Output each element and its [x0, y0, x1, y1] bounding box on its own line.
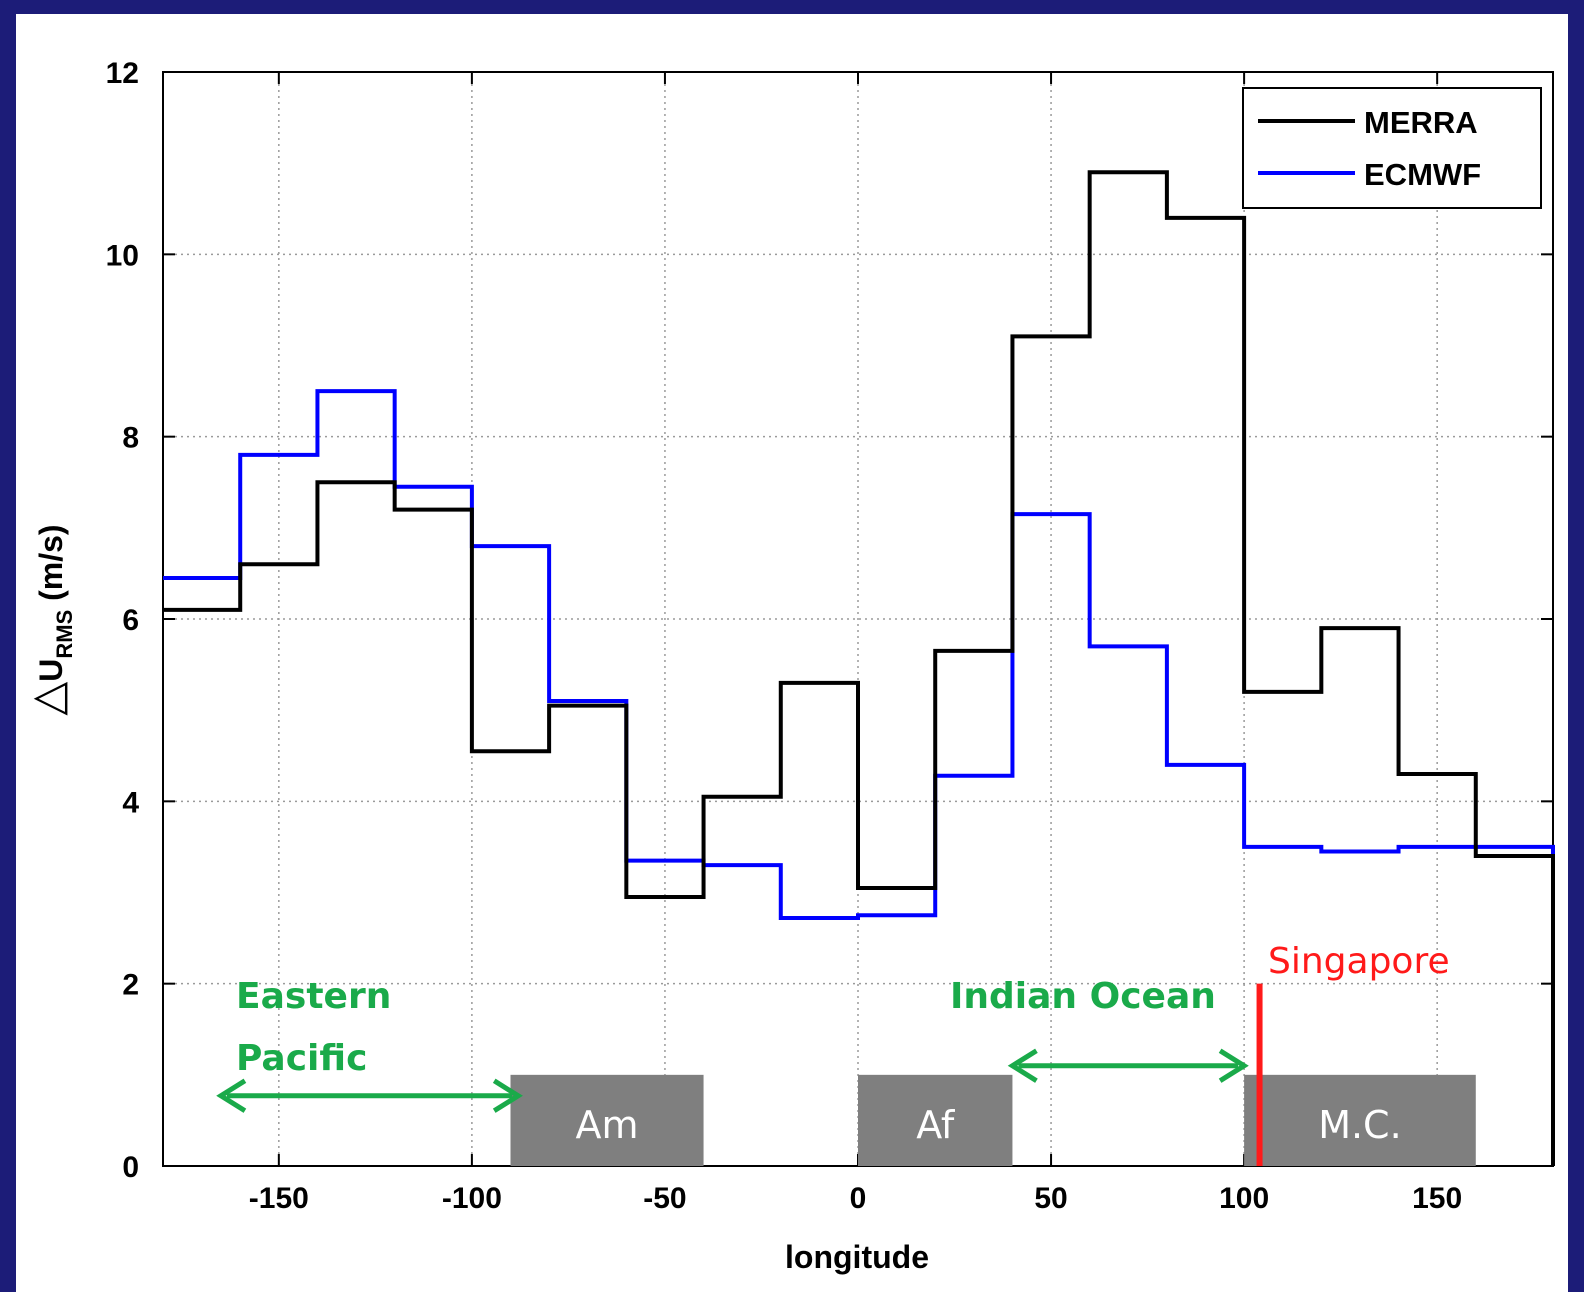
legend: MERRA ECMWF [1242, 87, 1542, 209]
y-tick-label: 6 [122, 604, 139, 637]
y-tick-label: 0 [122, 1151, 139, 1184]
y-tick-label: 12 [106, 57, 139, 90]
region-label: Af [916, 1103, 956, 1147]
singapore-label: Singapore [1268, 941, 1450, 982]
eastern-pacific-arrow-head-left [216, 1078, 247, 1113]
x-tick-label: 150 [1412, 1182, 1462, 1215]
region-box [858, 1074, 1013, 1166]
y-axis-title: △URMS (m/s) [23, 524, 77, 715]
slide-top-bar [0, 0, 1584, 14]
region-box [1244, 1074, 1476, 1166]
legend-label-ecmwf: ECMWF [1364, 157, 1481, 192]
series-merra-line [163, 170, 1555, 1166]
y-axis-symbol: U [33, 659, 69, 682]
x-tick-label: 0 [850, 1182, 867, 1215]
x-axis-title: longitude [785, 1239, 929, 1275]
y-tick-label: 2 [122, 969, 139, 1002]
eastern-pacific-arrow-head-right [492, 1078, 523, 1113]
indian-ocean-label: Indian Ocean [950, 976, 1216, 1017]
y-tick-label: 8 [122, 422, 139, 455]
y-axis-unit: (m/s) [33, 524, 69, 609]
series-ecmwf-line [163, 389, 1555, 1166]
ticks-layer: -150 -100 -50 0 50 100 150 0 2 4 6 8 10 12 [106, 57, 1553, 1215]
x-tick-label: 100 [1219, 1182, 1269, 1215]
y-axis-delta: △ [23, 682, 72, 716]
x-tick-label: -50 [643, 1182, 686, 1215]
y-tick-label: 10 [106, 239, 139, 272]
x-tick-label: 50 [1034, 1182, 1067, 1215]
indian-ocean-arrow-head-right [1218, 1048, 1249, 1083]
regions-layer: Am Af M.C. [510, 1074, 1476, 1166]
svg-text:△URMS (m/s): △URMS (m/s) [23, 524, 77, 715]
annotations-layer: Eastern Pacific Indian Ocean Singapore [216, 941, 1450, 1166]
x-tick-label: -100 [442, 1182, 502, 1215]
y-tick-label: 4 [122, 786, 139, 819]
region-label: M.C. [1318, 1103, 1401, 1147]
x-tick-label: -150 [249, 1182, 309, 1215]
legend-label-merra: MERRA [1364, 105, 1478, 140]
series-layer [163, 170, 1555, 1166]
region-label: Am [576, 1103, 639, 1147]
indian-ocean-arrow-head-left [1007, 1048, 1038, 1083]
y-axis-subscript: RMS [52, 610, 77, 659]
region-box [510, 1074, 704, 1166]
eastern-pacific-label-line1: Eastern [236, 976, 391, 1017]
eastern-pacific-label-line2: Pacific [236, 1038, 367, 1079]
legend-box [1242, 87, 1542, 209]
